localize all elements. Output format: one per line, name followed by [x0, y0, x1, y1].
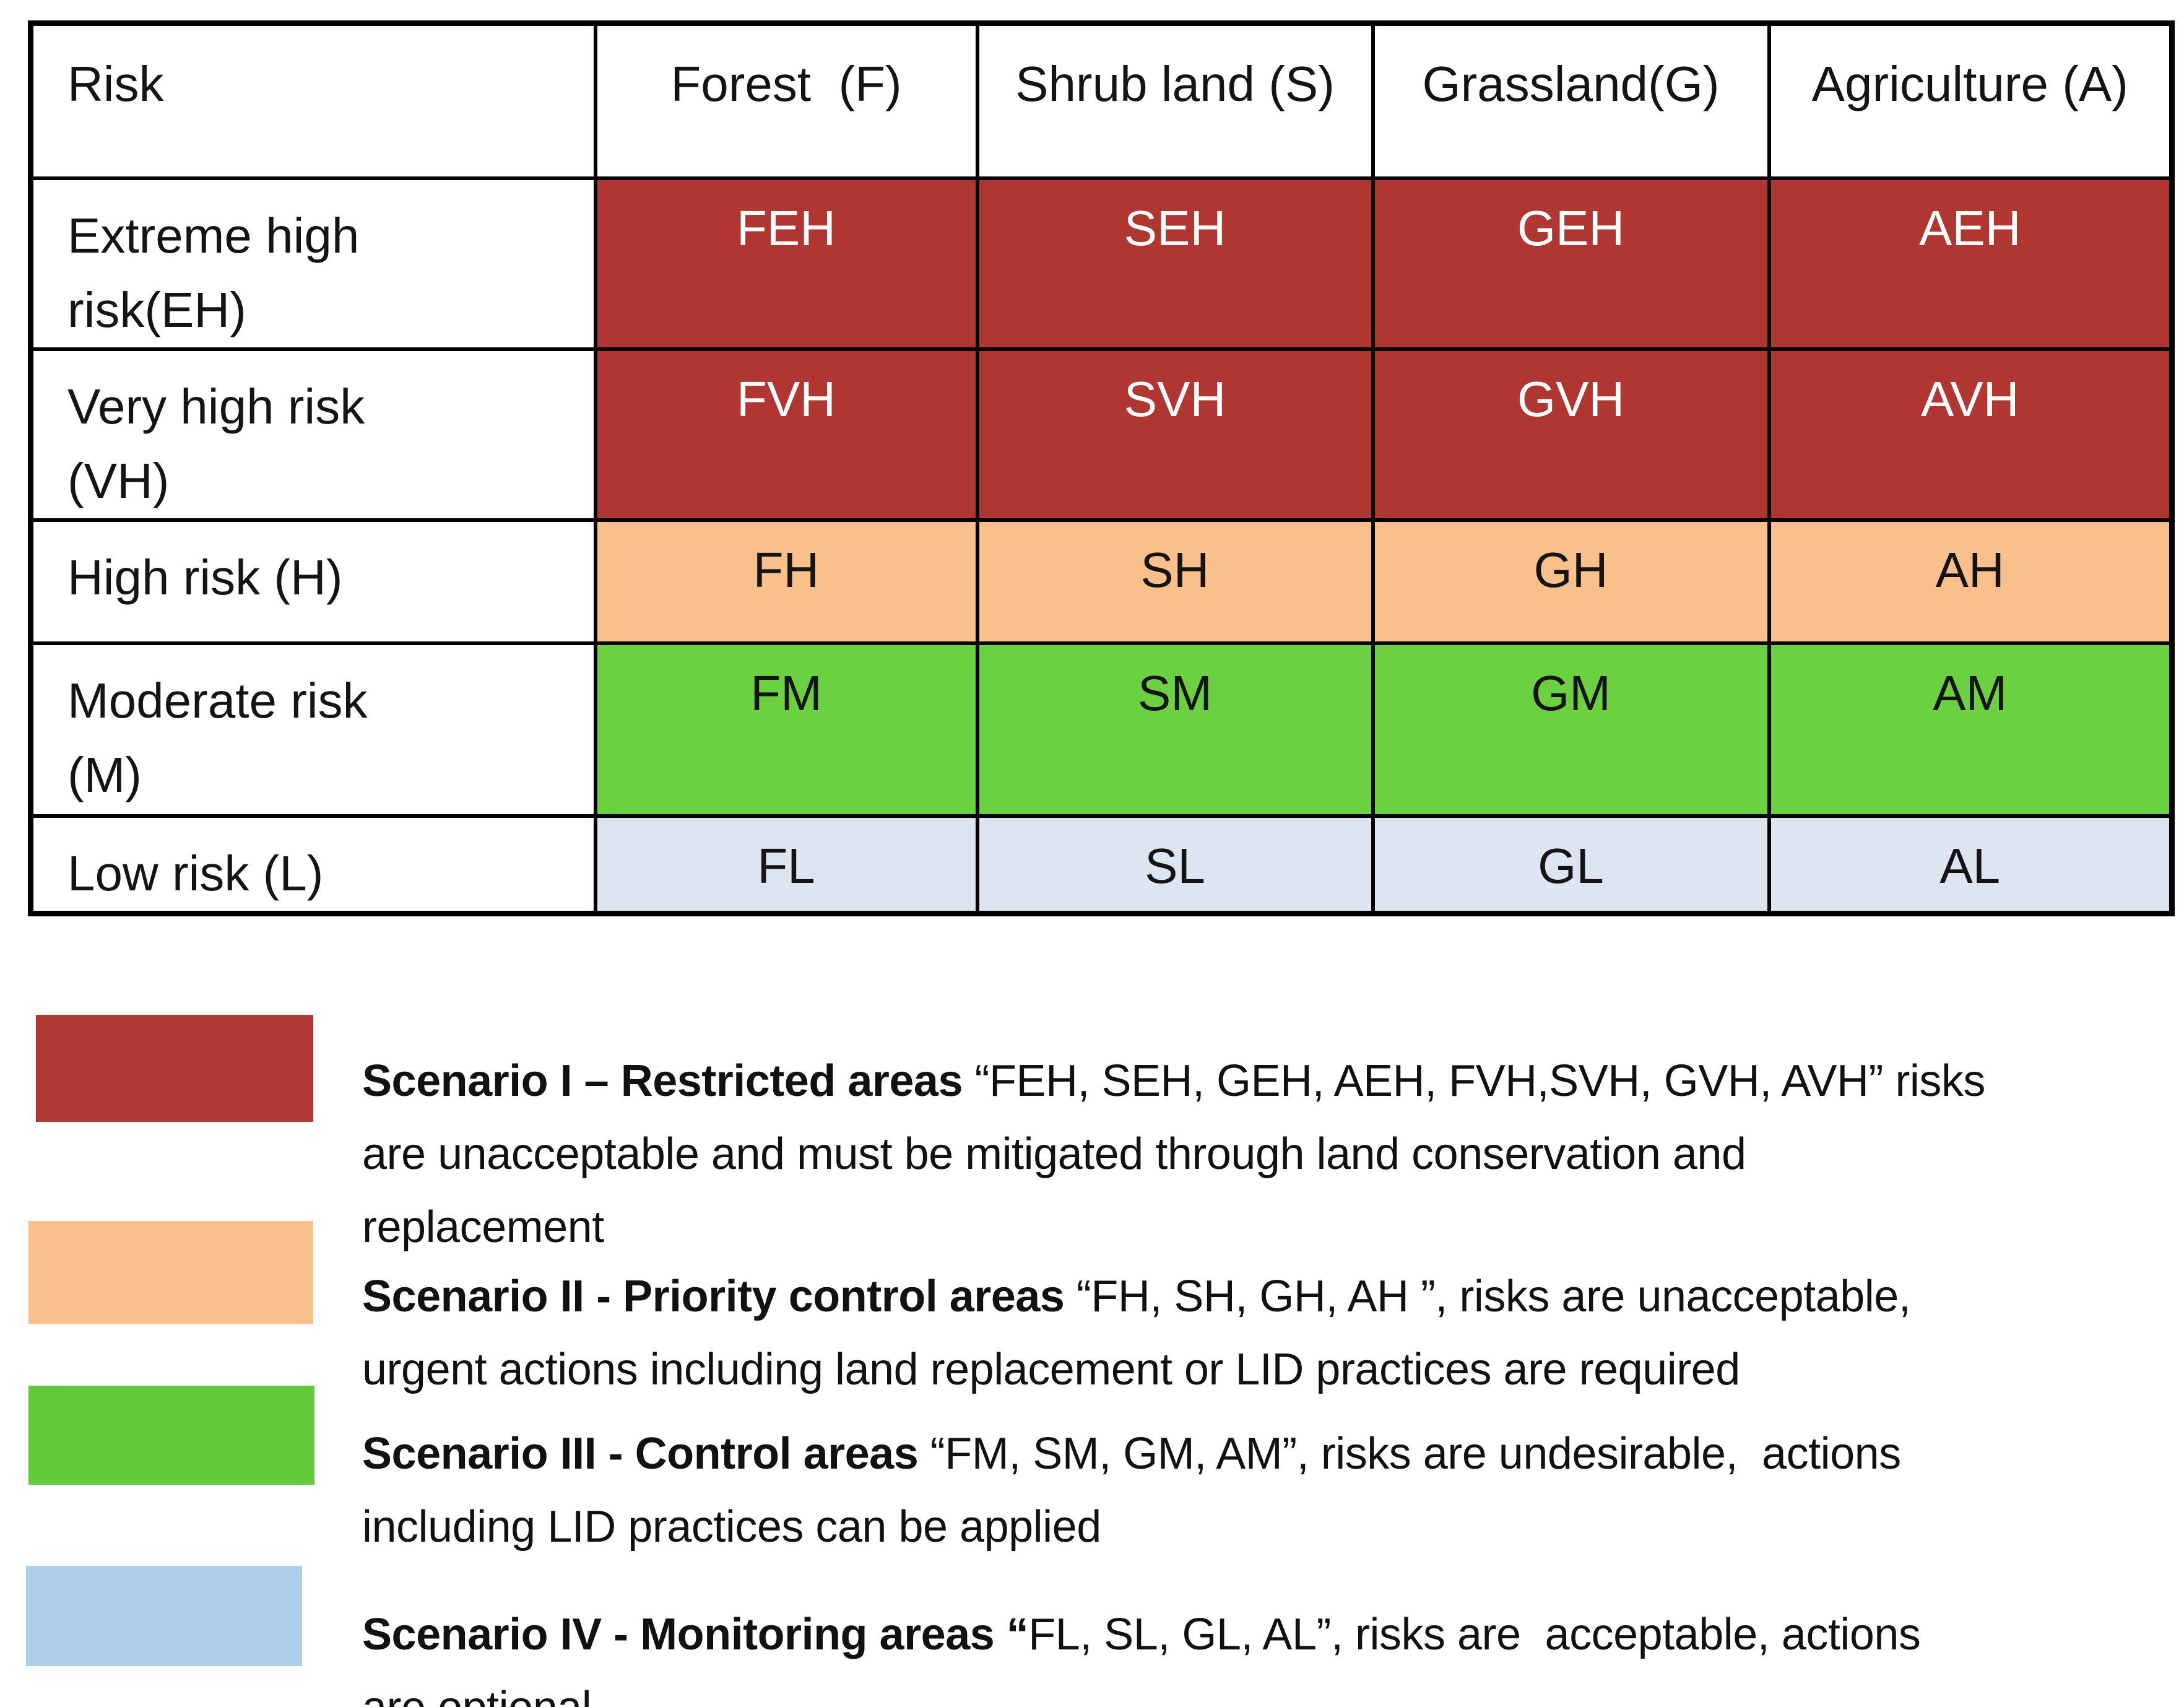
cell-FM: FM [593, 641, 979, 818]
row-extreme-high-risk: Extreme high risk(EH) FEH SEH GEH AEH [28, 176, 2174, 351]
row-high-risk: High risk (H) FH SH GH AH [28, 518, 2174, 645]
legend-text-scenario-2: Scenario II - Priority control areas “FH… [362, 1260, 2176, 1406]
cell-SEH: SEH [975, 176, 1375, 351]
legend-title-scenario-2: Scenario II - Priority control areas [362, 1272, 1065, 1321]
column-header-agriculture: Agriculture (A) [1767, 21, 2174, 180]
cell-SH: SH [975, 518, 1375, 645]
column-header-forest: Forest (F) [593, 21, 979, 180]
cell-AVH: AVH [1767, 347, 2174, 522]
legend-description-scenario-1: “FEH, SEH, GEH, AEH, FVH,SVH, GVH, AVH” … [362, 1056, 1985, 1252]
legend-description-scenario-4: FL, SL, GL, AL”, risks are acceptable, a… [362, 1610, 1921, 1707]
cell-FVH: FVH [593, 347, 979, 522]
legend-swatch-scenario-4 [26, 1566, 302, 1666]
legend-swatch-scenario-1 [36, 1015, 313, 1122]
cell-AM: AM [1767, 641, 2174, 818]
column-header-risk: Risk [28, 21, 597, 180]
row-label-moderate: Moderate risk (M) [28, 641, 597, 818]
cell-FL: FL [593, 814, 979, 915]
cell-AEH: AEH [1767, 176, 2174, 351]
legend-text-scenario-3: Scenario III - Control areas “FM, SM, GM… [362, 1417, 2176, 1563]
cell-AL: AL [1767, 814, 2174, 915]
legend-description-scenario-2: “FH, SH, GH, AH ”, risks are unacceptabl… [362, 1272, 1911, 1394]
column-header-shrubland: Shrub land (S) [975, 21, 1375, 180]
row-label-low: Low risk (L) [28, 814, 597, 915]
row-label-extreme-high: Extreme high risk(EH) [28, 176, 597, 351]
cell-SM: SM [975, 641, 1375, 818]
row-label-very-high: Very high risk (VH) [28, 347, 597, 522]
legend-title-scenario-1: Scenario I – Restricted areas [362, 1056, 963, 1106]
row-label-high: High risk (H) [28, 518, 597, 645]
cell-GM: GM [1371, 641, 1771, 818]
legend-description-scenario-3: “FM, SM, GM, AM”, risks are undesirable,… [362, 1429, 1901, 1552]
legend-title-scenario-3: Scenario III - Control areas [362, 1429, 919, 1479]
row-low-risk: Low risk (L) FL SL GL AL [28, 814, 2174, 915]
legend-text-scenario-4: Scenario IV - Monitoring areas “FL, SL, … [362, 1598, 2176, 1707]
row-very-high-risk: Very high risk (VH) FVH SVH GVH AVH [28, 347, 2174, 522]
legend-text-scenario-1: Scenario I – Restricted areas “FEH, SEH,… [362, 1045, 2176, 1264]
cell-GVH: GVH [1371, 347, 1771, 522]
legend-swatch-scenario-3 [28, 1386, 314, 1485]
column-header-grassland: Grassland(G) [1371, 21, 1771, 180]
cell-GEH: GEH [1371, 176, 1771, 351]
cell-FH: FH [593, 518, 979, 645]
legend-swatch-scenario-2 [28, 1221, 313, 1324]
cell-SVH: SVH [975, 347, 1375, 522]
legend-title-scenario-4: Scenario IV - Monitoring areas “ [362, 1610, 1029, 1659]
cell-GL: GL [1371, 814, 1771, 915]
header-row: Risk Forest (F) Shrub land (S) Grassland… [28, 21, 2174, 180]
cell-GH: GH [1371, 518, 1771, 645]
cell-SL: SL [975, 814, 1375, 915]
cell-AH: AH [1767, 518, 2174, 645]
risk-matrix-table: Risk Forest (F) Shrub land (S) Grassland… [28, 20, 2175, 916]
cell-FEH: FEH [593, 176, 979, 351]
row-moderate-risk: Moderate risk (M) FM SM GM AM [28, 641, 2174, 818]
